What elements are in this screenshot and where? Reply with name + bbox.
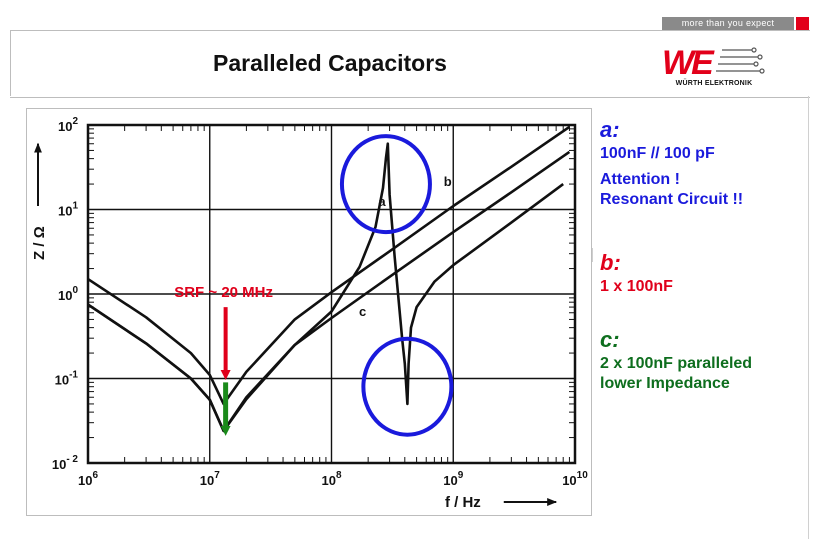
note-b-line-1: 1 x 100nF (600, 278, 673, 295)
series-label-a: a (378, 194, 386, 209)
we-logo-icon: WE (662, 44, 765, 82)
y-tick-label: 100 (58, 285, 78, 303)
srf-label: SRF ~ 20 MHz (174, 284, 273, 301)
series-line-b (87, 125, 571, 406)
note-a-line-2: Attention ! (600, 171, 680, 188)
note-b-letter: b: (600, 250, 621, 275)
x-tick-label: 1010 (562, 470, 588, 488)
svg-text:WE: WE (662, 44, 715, 82)
x-tick-label: 107 (200, 470, 220, 488)
chart-grid (86, 123, 577, 465)
series-line-c (87, 150, 571, 433)
wurth-logo: WE (660, 40, 770, 92)
x-tick-label: 108 (321, 470, 341, 488)
chart-annotations: SRF ~ 20 MHz (174, 134, 454, 437)
logo-text: WÜRTH ELEKTRONIK (675, 80, 753, 87)
header-box (10, 30, 810, 98)
series-label-c: c (359, 304, 366, 319)
note-c-line-1: 2 x 100nF paralleled (600, 355, 753, 372)
chart-frame (26, 108, 592, 516)
note-a-letter: a: (600, 117, 620, 142)
y-tick-label: 10- 2 (52, 454, 79, 472)
header-left-rule (10, 30, 11, 96)
chart-series: a b c (87, 125, 571, 433)
mid-rule (592, 248, 593, 262)
note-c-line-2: lower Impedance (600, 375, 730, 392)
y-tick-label: 10-1 (55, 370, 79, 388)
right-rule (808, 96, 809, 539)
note-c-letter: c: (600, 327, 620, 352)
note-a-line-3: Resonant Circuit !! (600, 191, 744, 208)
tagline-accent-block (796, 17, 809, 30)
x-axis-label: f / Hz (445, 494, 481, 511)
chart-axis-labels: Z / Ω f / Hz (31, 142, 558, 511)
highlight-ellipse (361, 336, 454, 437)
chart-ticks: 106 107 108 109 1010 102 101 100 10-1 10- 2 (52, 116, 588, 488)
y-tick-label: 101 (58, 201, 78, 219)
note-b: b: 1 x 100nF (600, 250, 673, 296)
series-label-b: b (444, 174, 452, 189)
highlight-ellipse (339, 134, 432, 235)
note-c: c: 2 x 100nF paralleled lower Impedance (600, 327, 752, 393)
note-a-line-1: 100nF // 100 pF (600, 145, 715, 162)
tagline-bar: more than you expect (662, 17, 794, 30)
note-a: a: 100nF // 100 pF Attention ! Resonant … (600, 117, 743, 209)
x-tick-label: 109 (443, 470, 463, 488)
page-title: Paralleled Capacitors (213, 50, 447, 76)
x-tick-label: 106 (78, 470, 98, 488)
series-line-a (87, 142, 564, 433)
y-axis-label: Z / Ω (31, 226, 48, 260)
y-tick-label: 102 (58, 116, 78, 134)
